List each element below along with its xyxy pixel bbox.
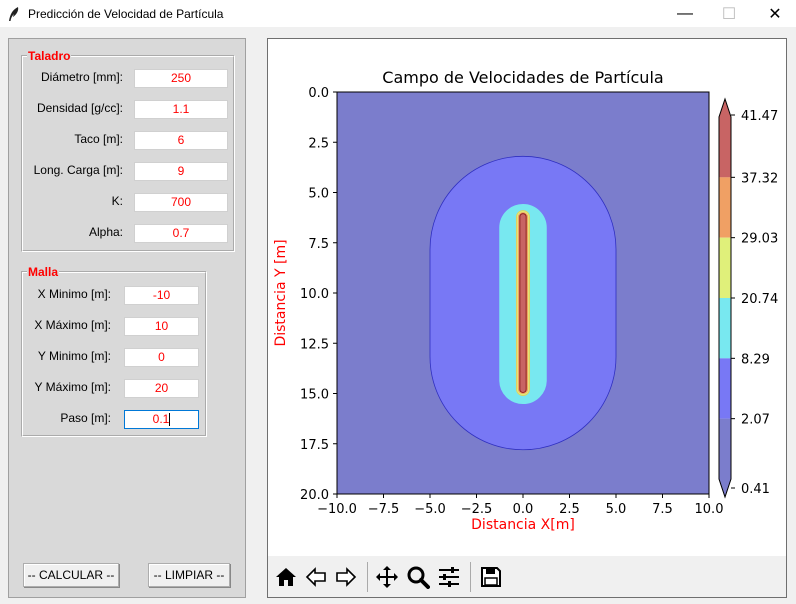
y-minimo-label: Y Minimo [m]: xyxy=(37,349,111,363)
feather-icon xyxy=(9,6,19,21)
colorbar-label: 37.32 xyxy=(741,171,778,186)
minimize-button[interactable]: — xyxy=(677,4,693,22)
colorbar-label: 0.41 xyxy=(741,482,770,497)
pan-icon[interactable] xyxy=(372,562,402,592)
paso-input[interactable]: 0.1 xyxy=(124,410,199,429)
colorbar-segment xyxy=(719,177,731,238)
x-tick-label: −7.5 xyxy=(368,502,400,517)
configure-subplots-icon[interactable] xyxy=(434,562,464,592)
alpha-input[interactable]: 0.7 xyxy=(134,224,228,243)
colorbar-label: 41.47 xyxy=(741,109,778,124)
paso-label: Paso [m]: xyxy=(60,411,111,425)
diametro-label: Diámetro [mm]: xyxy=(40,70,123,84)
colorbar-segment xyxy=(719,418,731,497)
diametro-input[interactable]: 250 xyxy=(134,69,228,88)
x-tick-label: −2.5 xyxy=(461,502,493,517)
y-tick-label: 12.5 xyxy=(300,337,329,352)
y-tick-label: 17.5 xyxy=(300,438,329,453)
home-icon[interactable] xyxy=(271,562,301,592)
x-tick-label: −10.0 xyxy=(317,502,357,517)
taladro-group: Taladro xyxy=(21,49,235,252)
calcular-button[interactable]: -- CALCULAR -- xyxy=(23,563,119,587)
plot-canvas[interactable]: −10.0 −7.5 −5.0 −2.5 0.0 2.5 5.0 7.5 10.0 0.0 2.5 5… xyxy=(267,38,787,598)
y-maximo-label: Y Máximo [m]: xyxy=(34,380,111,394)
title-bar: Predicción de Velocidad de Partícula — ☐… xyxy=(0,0,796,27)
k-label: K: xyxy=(111,194,123,208)
long-carga-input[interactable]: 9 xyxy=(134,162,228,181)
paso-value: 0.1 xyxy=(152,412,170,426)
x-tick-label: 7.5 xyxy=(652,502,673,517)
colorbar-label: 29.03 xyxy=(741,232,778,247)
long-carga-label: Long. Carga [m]: xyxy=(33,163,123,177)
y-tick-label: 7.5 xyxy=(308,237,329,252)
colorbar-label: 8.29 xyxy=(741,352,770,367)
save-icon[interactable] xyxy=(476,562,506,592)
densidad-label: Densidad [g/cc]: xyxy=(36,101,123,115)
maximize-button[interactable]: ☐ xyxy=(721,5,737,23)
chart-title: Campo de Velocidades de Partícula xyxy=(382,68,663,87)
toolbar-separator xyxy=(367,562,368,592)
y-tick-label: 10.0 xyxy=(300,287,329,302)
y-tick-label: 15.0 xyxy=(300,388,329,403)
back-icon[interactable] xyxy=(301,562,331,592)
colorbar-segment xyxy=(719,298,731,359)
alpha-label: Alpha: xyxy=(88,225,123,239)
text-cursor xyxy=(169,413,171,427)
x-maximo-label: X Máximo [m]: xyxy=(34,318,111,332)
colorbar-outline xyxy=(718,97,732,499)
x-maximo-input[interactable]: 10 xyxy=(124,317,199,336)
contour-level-41-47 xyxy=(519,213,527,393)
malla-legend: Malla xyxy=(28,265,59,279)
y-axis-label: Distancia Y [m] xyxy=(273,239,289,346)
limpiar-button[interactable]: -- LIMPIAR -- xyxy=(148,563,230,587)
x-axis-label: Distancia X[m] xyxy=(471,517,575,533)
x-tick-label: −5.0 xyxy=(414,502,446,517)
y-maximo-input[interactable]: 20 xyxy=(124,379,199,398)
taco-input[interactable]: 6 xyxy=(134,131,228,150)
densidad-input[interactable]: 1.1 xyxy=(134,100,228,119)
k-input[interactable]: 700 xyxy=(134,193,228,212)
close-button[interactable]: ✕ xyxy=(768,5,782,23)
y-tick-label: 20.0 xyxy=(300,488,329,503)
x-tick-label: 5.0 xyxy=(606,502,627,517)
y-tick-label: 0.0 xyxy=(308,86,329,101)
colorbar-label: 20.74 xyxy=(741,292,778,307)
x-tick-label: 10.0 xyxy=(695,502,724,517)
taco-label: Taco [m]: xyxy=(74,132,123,146)
toolbar-separator xyxy=(470,562,471,592)
navigation-toolbar xyxy=(268,556,786,597)
colorbar-label: 2.07 xyxy=(741,413,770,428)
malla-group: Malla xyxy=(21,265,207,437)
x-minimo-input[interactable]: -10 xyxy=(124,286,199,305)
y-tick-label: 2.5 xyxy=(308,136,329,151)
colorbar-segment xyxy=(719,99,731,178)
forward-icon[interactable] xyxy=(331,562,361,592)
input-panel: Taladro Diámetro [mm]: 250 Densidad [g/c… xyxy=(8,38,246,598)
taladro-legend: Taladro xyxy=(28,49,71,63)
contour-chart: −10.0 −7.5 −5.0 −2.5 0.0 2.5 5.0 7.5 10.0 0.0 2.5 5… xyxy=(273,68,778,533)
y-minimo-input[interactable]: 0 xyxy=(124,348,199,367)
x-tick-label: 0.0 xyxy=(513,502,534,517)
colorbar-segment xyxy=(719,358,731,419)
x-tick-label: 2.5 xyxy=(559,502,580,517)
window-title: Predicción de Velocidad de Partícula xyxy=(28,6,224,21)
y-tick-label: 5.0 xyxy=(308,187,329,202)
colorbar-segment xyxy=(719,237,731,298)
x-minimo-label: X Minimo [m]: xyxy=(37,287,111,301)
zoom-icon[interactable] xyxy=(403,562,433,592)
